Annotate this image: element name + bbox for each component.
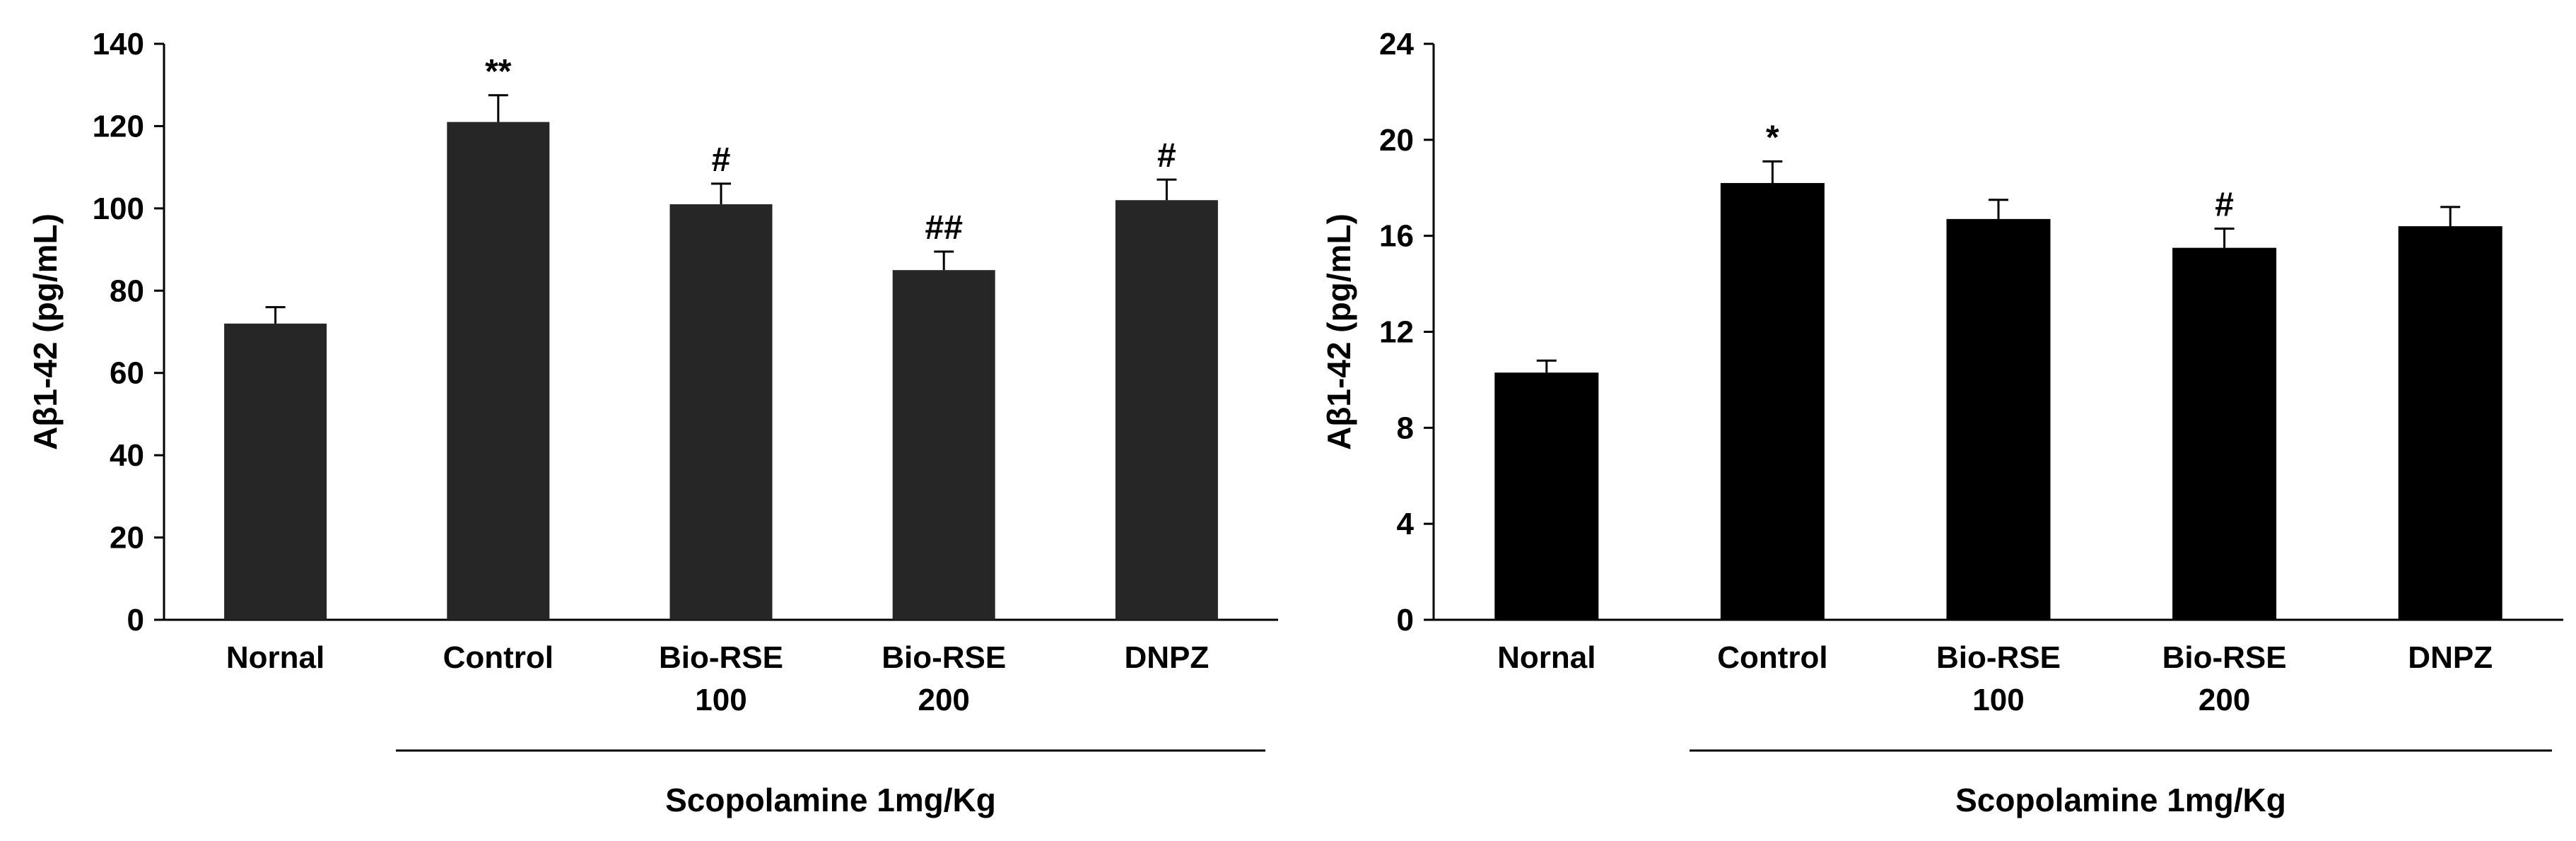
category-label: Control xyxy=(1717,640,1827,675)
category-label: 200 xyxy=(2199,683,2250,717)
chart-1: 0 20 40 60 80 100 120 140 Aβ1-42 (pg/mL) Nornal **… xyxy=(27,27,1278,818)
y-tick-label: 60 xyxy=(110,356,144,391)
bar xyxy=(224,323,327,620)
category-label: 200 xyxy=(918,683,969,717)
bar xyxy=(892,270,995,620)
category-label: Bio-RSE xyxy=(2162,640,2287,675)
y-tick-label: 80 xyxy=(110,274,144,308)
y-tick-label: 16 xyxy=(1379,219,1414,254)
category-label: Nornal xyxy=(226,640,324,675)
bar xyxy=(1720,182,1825,620)
y-tick-label: 120 xyxy=(93,109,144,143)
bar xyxy=(447,122,550,620)
category-label: DNPZ xyxy=(2408,640,2493,675)
category-label: Bio-RSE xyxy=(659,640,783,675)
significance-label: # xyxy=(712,141,731,179)
category-label: Nornal xyxy=(1497,640,1596,675)
chart-2: 0 4 8 12 16 20 24 Aβ1-42 (pg/mL) Nornal * Control B… xyxy=(1321,27,2563,818)
bar xyxy=(2172,247,2277,620)
y-tick-label: 4 xyxy=(1397,507,1415,541)
bar xyxy=(1115,200,1218,620)
y-tick-label: 140 xyxy=(93,27,144,61)
significance-label: ## xyxy=(925,209,963,247)
significance-label: # xyxy=(1157,137,1176,175)
category-label: Bio-RSE xyxy=(882,640,1006,675)
significance-label: ** xyxy=(485,53,512,90)
y-axis-label: Aβ1-42 (pg/mL) xyxy=(27,213,64,450)
y-tick-label: 40 xyxy=(110,438,144,473)
y-tick-label: 0 xyxy=(1397,603,1414,637)
category-label: 100 xyxy=(1972,683,2024,717)
bar xyxy=(1946,218,2051,620)
group-label: Scopolamine 1mg/Kg xyxy=(1955,782,2286,818)
group-label: Scopolamine 1mg/Kg xyxy=(665,782,996,818)
y-tick-label: 8 xyxy=(1397,411,1414,445)
bar xyxy=(669,204,773,620)
y-tick-label: 0 xyxy=(127,603,144,637)
y-tick-label: 20 xyxy=(110,521,144,555)
significance-label: * xyxy=(1766,119,1779,156)
bar xyxy=(1494,372,1599,620)
significance-label: # xyxy=(2215,186,2234,223)
bar xyxy=(2398,226,2502,620)
y-tick-label: 12 xyxy=(1379,315,1414,350)
y-tick-label: 24 xyxy=(1379,27,1414,61)
category-label: Bio-RSE xyxy=(1936,640,2061,675)
y-tick-label: 20 xyxy=(1379,123,1414,158)
y-tick-label: 100 xyxy=(93,192,144,226)
category-label: DNPZ xyxy=(1125,640,1210,675)
category-label: 100 xyxy=(695,683,747,717)
category-label: Control xyxy=(443,640,554,675)
y-axis-label: Aβ1-42 (pg/mL) xyxy=(1321,213,1357,450)
